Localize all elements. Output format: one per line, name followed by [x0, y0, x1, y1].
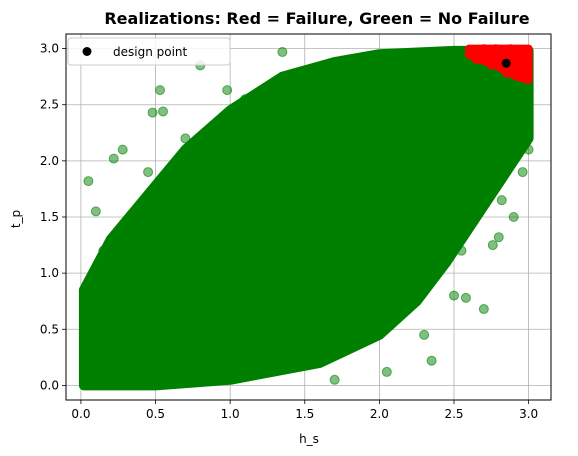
x-tick-label: 0.5 — [146, 407, 165, 421]
no-failure-point — [329, 374, 340, 385]
no-failure-point — [247, 167, 258, 178]
y-axis-ticks: 0.0 0.5 1.0 1.5 2.0 2.5 3.0 — [40, 42, 66, 392]
no-failure-point — [374, 313, 385, 324]
no-failure-point — [225, 324, 236, 335]
no-failure-point — [322, 256, 333, 267]
no-failure-point — [456, 245, 467, 256]
no-failure-point — [419, 167, 430, 178]
failure-point — [486, 60, 496, 70]
no-failure-point — [496, 195, 507, 206]
no-failure-point — [299, 346, 310, 357]
failure-point — [491, 44, 501, 54]
no-failure-point — [517, 167, 528, 178]
y-axis-label: t_p — [9, 210, 23, 228]
x-tick-label: 2.5 — [444, 407, 463, 421]
no-failure-point — [102, 341, 113, 352]
failure-point — [509, 51, 519, 61]
x-tick-label: 0.0 — [71, 407, 90, 421]
no-failure-point — [460, 292, 471, 303]
no-failure-point — [277, 46, 288, 57]
no-failure-point — [158, 106, 168, 117]
y-tick-label: 3.0 — [40, 42, 59, 56]
no-failure-point — [468, 198, 479, 209]
no-failure-point — [501, 77, 512, 88]
x-tick-label: 3.0 — [519, 407, 538, 421]
no-failure-point — [210, 167, 221, 178]
no-failure-point — [83, 176, 94, 187]
no-failure-point — [404, 268, 415, 279]
no-failure-point — [180, 133, 191, 144]
failure-point — [506, 44, 516, 54]
failure-point — [471, 55, 481, 65]
failure-point — [467, 45, 477, 55]
no-failure-point — [147, 107, 158, 118]
chart-title: Realizations: Red = Failure, Green = No … — [104, 9, 529, 28]
no-failure-point — [513, 110, 524, 121]
no-failure-point — [98, 245, 109, 256]
no-failure-point — [262, 357, 273, 368]
legend: design point — [67, 37, 231, 66]
no-failure-point — [314, 127, 325, 138]
x-tick-label: 1.0 — [221, 407, 240, 421]
no-failure-point — [240, 94, 251, 105]
no-failure-point — [78, 374, 89, 385]
failure-point — [521, 46, 531, 56]
x-tick-label: 1.5 — [295, 407, 314, 421]
failure-point — [519, 55, 529, 65]
no-failure-point — [255, 240, 265, 251]
no-failure-point — [187, 318, 198, 329]
no-failure-point — [155, 85, 166, 96]
y-tick-label: 2.0 — [40, 154, 59, 168]
no-failure-point — [165, 363, 176, 374]
x-axis-ticks: 0.0 0.5 1.0 1.5 2.0 2.5 3.0 — [71, 400, 538, 421]
y-tick-label: 1.5 — [40, 210, 59, 224]
failure-point — [501, 68, 511, 78]
failure-sample-points — [464, 44, 531, 78]
no-failure-point — [117, 144, 128, 155]
y-tick-label: 1.0 — [40, 266, 59, 280]
no-failure-point — [487, 240, 498, 251]
failure-point — [516, 66, 526, 76]
no-failure-point — [508, 212, 519, 222]
failure-point — [482, 53, 492, 63]
no-failure-point — [344, 217, 355, 228]
legend-box — [67, 37, 231, 66]
no-failure-point — [222, 85, 233, 96]
no-failure-point — [471, 133, 482, 144]
no-failure-point — [411, 116, 422, 127]
no-failure-point — [120, 313, 131, 324]
no-failure-point — [396, 212, 407, 222]
y-tick-label: 0.0 — [40, 378, 59, 392]
design-point-marker — [501, 58, 511, 68]
no-failure-point — [478, 304, 489, 315]
legend-marker-design-point — [82, 47, 92, 56]
no-failure-point — [284, 200, 295, 211]
no-failure-point — [426, 355, 437, 366]
no-failure-points — [78, 46, 534, 385]
y-tick-label: 2.5 — [40, 98, 59, 112]
no-failure-point — [143, 167, 154, 178]
no-failure-point — [523, 144, 534, 155]
no-failure-point — [389, 82, 400, 93]
no-failure-point — [108, 153, 119, 164]
y-tick-label: 0.5 — [40, 322, 59, 336]
no-failure-point — [381, 366, 392, 377]
no-failure-point — [449, 290, 459, 301]
no-failure-point — [434, 183, 445, 194]
legend-label-design-point: design point — [113, 45, 188, 59]
x-tick-label: 2.0 — [370, 407, 389, 421]
no-failure-point — [359, 155, 370, 166]
no-failure-point — [493, 232, 504, 243]
no-failure-point — [135, 262, 146, 273]
no-failure-point — [441, 256, 452, 267]
no-failure-point — [419, 329, 430, 340]
no-failure-point — [519, 94, 530, 105]
no-failure-point — [90, 206, 101, 217]
no-failure-point — [168, 206, 179, 217]
failure-point — [479, 44, 489, 54]
no-failure-point — [441, 77, 452, 88]
x-axis-label: h_s — [299, 432, 319, 446]
